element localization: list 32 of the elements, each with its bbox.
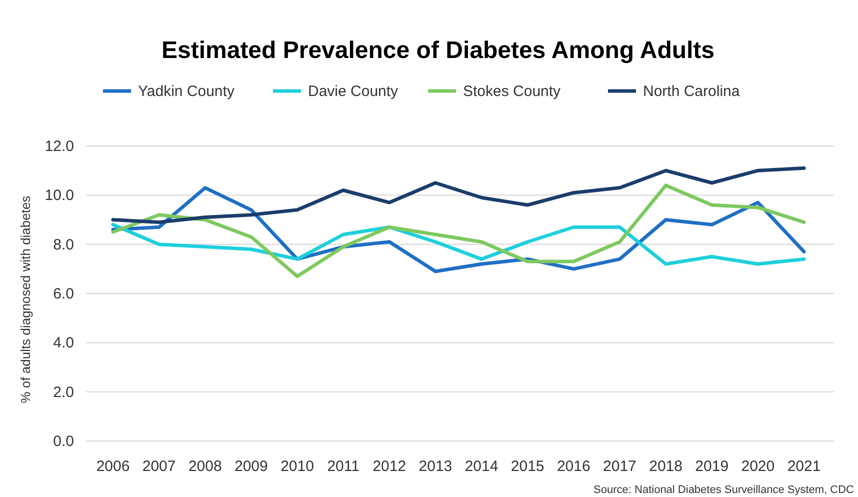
- y-tick-label: 10.0: [44, 187, 74, 204]
- y-tick-label: 6.0: [53, 286, 74, 302]
- x-tick-label: 2012: [372, 458, 406, 475]
- x-tick-label: 2007: [142, 458, 176, 475]
- x-tick-label: 2006: [96, 458, 130, 475]
- x-tick-label: 2016: [556, 458, 590, 475]
- y-tick-label: 0.0: [53, 433, 74, 450]
- chart-title: Estimated Prevalence of Diabetes Among Adults: [161, 37, 715, 64]
- source-note: Source: National Diabetes Surveillance System, CDC: [594, 484, 854, 496]
- y-tick-label: 12.0: [44, 138, 74, 155]
- y-tick-label: 2.0: [53, 384, 74, 401]
- x-tick-label: 2018: [649, 458, 682, 475]
- x-tick-label: 2015: [510, 458, 544, 475]
- y-tick-label: 4.0: [53, 334, 74, 352]
- line-series: [111, 222, 806, 266]
- x-tick-label: 2009: [234, 458, 268, 475]
- x-tick-label: 2014: [464, 458, 498, 475]
- x-tick-label: 2020: [741, 458, 775, 475]
- x-tick-label: 2019: [695, 458, 729, 475]
- legend-label: North Carolina: [643, 83, 740, 100]
- legend-label: Yadkin County: [138, 83, 235, 100]
- x-tick-label: 2010: [280, 458, 314, 475]
- x-tick-label: 2013: [418, 458, 452, 475]
- x-tick-label: 2021: [787, 458, 821, 475]
- x-tick-label: 2017: [603, 458, 636, 475]
- legend-label: Stokes County: [463, 83, 562, 100]
- x-tick-label: 2008: [188, 458, 222, 475]
- y-tick-label: 8.0: [53, 236, 74, 254]
- y-axis-title: % of adults diagnosed with diabetes: [18, 195, 33, 404]
- legend-label: Davie County: [308, 83, 399, 100]
- line-series: [111, 166, 806, 224]
- x-tick-label: 2011: [327, 458, 360, 475]
